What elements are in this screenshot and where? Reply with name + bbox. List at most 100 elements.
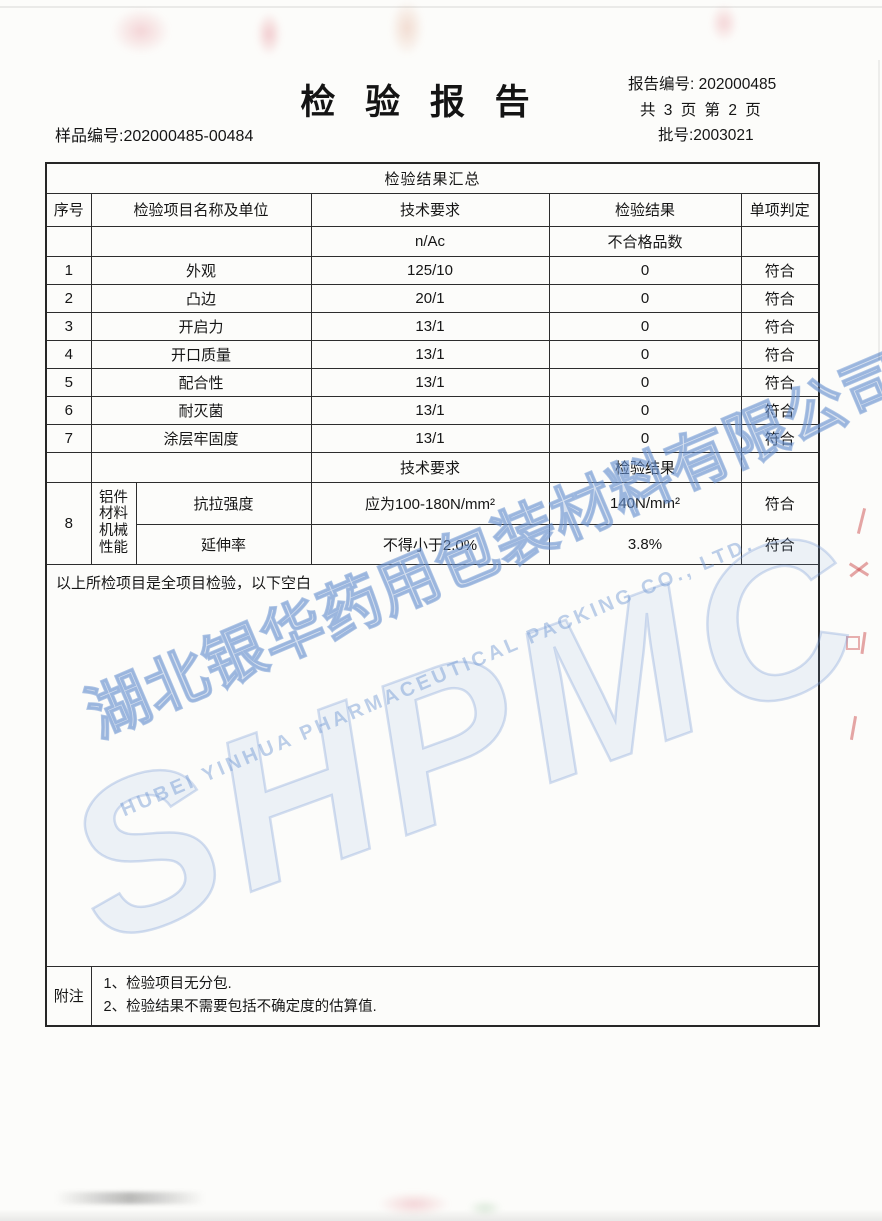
row-no: 5	[45, 367, 92, 397]
row-judgment: 符合	[740, 283, 820, 313]
row-requirement: 125/10	[310, 255, 550, 285]
inspection-results-table: 检验结果汇总 序号 检验项目名称及单位 技术要求 检验结果 单项判定 n/Ac …	[45, 162, 821, 1027]
row-requirement: 13/1	[310, 311, 550, 341]
footer-note-row: 以上所检项目是全项目检验，以下空白	[45, 563, 820, 967]
subheader-result: 不合格品数	[548, 225, 742, 257]
remark-line: 1、检验项目无分包.	[103, 976, 232, 993]
row-no: 3	[45, 311, 92, 341]
row-requirement: 13/1	[310, 395, 550, 425]
col-header-item: 检验项目名称及单位	[90, 192, 312, 227]
col-header-requirement: 技术要求	[310, 192, 550, 227]
scan-edge-right	[878, 60, 880, 360]
red-smudge	[390, 0, 424, 56]
row-result: 0	[548, 255, 742, 285]
footer-note: 以上所检项目是全项目检验，以下空白	[45, 563, 820, 967]
row-item: 开口质量	[90, 339, 312, 369]
scan-edge-bottom	[0, 1209, 882, 1221]
col-header-result: 检验结果	[548, 192, 742, 227]
table-subheader-row: n/Ac 不合格品数	[45, 225, 820, 257]
row-result: 0	[548, 339, 742, 369]
row-result: 0	[548, 283, 742, 313]
remark-label: 附注	[45, 965, 92, 1027]
empty-cell	[90, 225, 312, 257]
empty-cell	[740, 451, 820, 483]
page-count: 共 3 页 第 2 页	[640, 101, 763, 119]
row-no: 1	[45, 255, 92, 285]
table-row: 7 涂层牢固度 13/1 0 符合	[45, 423, 820, 453]
red-smudge	[256, 12, 282, 56]
table-header-row: 序号 检验项目名称及单位 技术要求 检验结果 单项判定	[45, 192, 820, 227]
row-item: 凸边	[90, 283, 312, 313]
mid-header-row: 技术要求 检验结果	[45, 451, 820, 483]
row-judgment: 符合	[740, 523, 820, 565]
remark-content: 1、检验项目无分包. 2、检验结果不需要包括不确定度的估算值.	[90, 965, 820, 1027]
handwritten-red-mark	[856, 508, 867, 534]
remark-line: 2、检验结果不需要包括不确定度的估算值.	[103, 998, 377, 1015]
empty-cell	[45, 451, 92, 483]
red-smudge	[112, 8, 170, 54]
empty-cell	[740, 225, 820, 257]
row-item: 开启力	[90, 311, 312, 341]
col-header-judgment: 单项判定	[740, 192, 820, 227]
group-row-no: 8	[45, 481, 92, 565]
table-row: 3 开启力 13/1 0 符合	[45, 311, 820, 341]
batch-number: 批号:2003021	[658, 127, 754, 145]
row-requirement: 13/1	[310, 339, 550, 369]
row-requirement: 13/1	[310, 423, 550, 453]
col-header-no: 序号	[45, 192, 92, 227]
row-result: 0	[548, 367, 742, 397]
row-result: 140N/mm²	[548, 481, 742, 525]
row-item: 延伸率	[135, 523, 312, 565]
table-row-group-a: 8 铝件 材料 机械 性能 抗拉强度 应为100-180N/mm² 140N/m…	[45, 481, 820, 565]
report-meta-block: 报告编号: 202000485 共 3 页 第 2 页 批号:2003021	[628, 72, 776, 149]
handwritten-red-mark	[860, 631, 867, 655]
gray-smear	[55, 1192, 205, 1204]
row-judgment: 符合	[740, 423, 820, 453]
sample-number: 样品编号:202000485-00484	[55, 128, 254, 145]
row-judgment: 符合	[740, 339, 820, 369]
remark-row: 附注 1、检验项目无分包. 2、检验结果不需要包括不确定度的估算值.	[45, 965, 820, 1027]
row-item: 抗拉强度	[135, 481, 312, 525]
row-item: 配合性	[90, 367, 312, 397]
mid-header-result: 检验结果	[548, 451, 742, 483]
row-judgment: 符合	[740, 481, 820, 525]
row-item: 外观	[90, 255, 312, 285]
row-requirement: 应为100-180N/mm²	[310, 481, 550, 525]
row-judgment: 符合	[740, 395, 820, 425]
red-smudge	[378, 1192, 450, 1216]
row-requirement: 不得小于2.0%	[310, 523, 550, 565]
table-row: 2 凸边 20/1 0 符合	[45, 283, 820, 313]
red-smudge	[710, 4, 738, 42]
handwritten-red-mark	[849, 561, 869, 578]
row-judgment: 符合	[740, 255, 820, 285]
row-no: 6	[45, 395, 92, 425]
row-result: 0	[548, 311, 742, 341]
table-row: 5 配合性 13/1 0 符合	[45, 367, 820, 397]
table-row: 1 外观 125/10 0 符合	[45, 255, 820, 285]
handwritten-red-mark	[848, 562, 870, 577]
row-no: 4	[45, 339, 92, 369]
empty-cell	[45, 225, 92, 257]
row-result: 3.8%	[548, 523, 742, 565]
row-requirement: 13/1	[310, 367, 550, 397]
row-judgment: 符合	[740, 367, 820, 397]
subheader-requirement: n/Ac	[310, 225, 550, 257]
mid-header-requirement: 技术要求	[310, 451, 550, 483]
empty-cell	[90, 451, 312, 483]
handwritten-red-mark	[846, 636, 860, 650]
row-result: 0	[548, 423, 742, 453]
row-item: 耐灭菌	[90, 395, 312, 425]
table-title: 检验结果汇总	[45, 162, 820, 194]
page-title: 检 验 报 告	[300, 83, 540, 122]
report-number: 报告编号: 202000485	[628, 76, 777, 93]
row-item: 涂层牢固度	[90, 423, 312, 453]
row-no: 7	[45, 423, 92, 453]
row-requirement: 20/1	[310, 283, 550, 313]
scan-edge-top	[0, 6, 882, 8]
handwritten-red-mark	[849, 715, 858, 741]
group-label: 铝件 材料 机械 性能	[90, 481, 137, 565]
row-result: 0	[548, 395, 742, 425]
row-no: 2	[45, 283, 92, 313]
table-row: 6 耐灭菌 13/1 0 符合	[45, 395, 820, 425]
table-row-group-b: 延伸率 不得小于2.0% 3.8% 符合	[46, 523, 820, 565]
